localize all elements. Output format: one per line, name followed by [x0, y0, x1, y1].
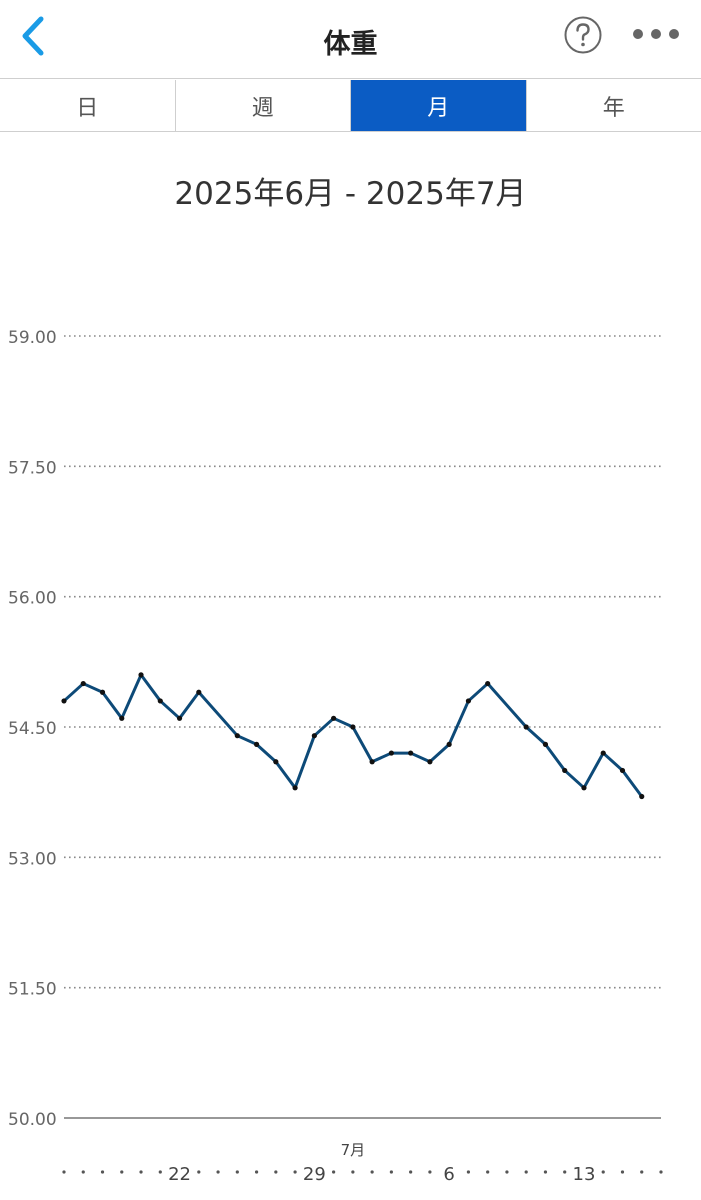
- month-label: 7月: [341, 1141, 366, 1159]
- tab-day[interactable]: 日: [0, 80, 176, 131]
- data-point: [542, 741, 549, 747]
- x-tick-dot: [659, 1170, 663, 1174]
- help-button[interactable]: [563, 15, 603, 55]
- x-tick-dot: [409, 1170, 413, 1174]
- y-tick-label: 57.50: [8, 458, 57, 478]
- back-button[interactable]: [14, 14, 54, 58]
- data-point: [562, 767, 568, 774]
- x-tick-dot: [216, 1170, 220, 1174]
- x-tick-dot: [274, 1170, 278, 1174]
- data-point: [119, 715, 125, 721]
- x-tick-dot: [524, 1170, 528, 1174]
- x-tick-dot: [139, 1170, 143, 1174]
- weight-line-chart: 59.00 57.50 56.00 54.50 53.00 51.50 50.00 22 29 6…: [8, 328, 663, 1185]
- x-tick-dot: [120, 1170, 124, 1174]
- x-tick-dot: [620, 1170, 625, 1174]
- y-tick-label: 59.00: [8, 328, 57, 348]
- x-tick-label: 6: [443, 1164, 454, 1185]
- data-point: [311, 733, 317, 739]
- chevron-left-icon: [22, 16, 44, 56]
- x-tick-dot: [100, 1170, 105, 1174]
- x-tick-dot: [601, 1170, 605, 1174]
- data-point: [273, 759, 279, 765]
- data-point: [581, 785, 587, 791]
- data-point: [196, 689, 202, 695]
- data-point: [350, 724, 356, 730]
- x-tick-label: 22: [168, 1164, 191, 1185]
- data-point: [331, 715, 337, 721]
- data-point: [176, 715, 183, 721]
- more-button[interactable]: [630, 24, 682, 44]
- x-tick-dot: [640, 1170, 644, 1174]
- data-point: [388, 750, 394, 756]
- x-tick-dot: [81, 1170, 85, 1174]
- data-point: [234, 733, 240, 739]
- x-tick-label: 29: [303, 1164, 326, 1185]
- y-tick-label: 54.50: [8, 719, 57, 739]
- x-tick-dot: [62, 1170, 66, 1174]
- data-point: [253, 741, 260, 747]
- x-tick-dot: [505, 1170, 509, 1174]
- x-tick-dot: [389, 1170, 393, 1174]
- x-tick-dot: [370, 1170, 374, 1174]
- y-tick-label: 51.50: [8, 980, 57, 1000]
- app-header: 体重: [0, 0, 701, 79]
- x-tick-dot: [293, 1170, 297, 1174]
- data-point: [639, 793, 645, 800]
- x-tick-dot: [235, 1170, 239, 1174]
- data-point: [61, 698, 67, 704]
- y-tick-label: 50.00: [8, 1110, 57, 1130]
- page-title: 体重: [323, 29, 378, 60]
- data-point: [619, 767, 626, 774]
- x-tick-dot: [466, 1170, 471, 1174]
- tab-month[interactable]: 月: [351, 80, 527, 131]
- y-tick-label: 53.00: [8, 849, 57, 869]
- x-tick-dot: [563, 1170, 567, 1174]
- x-tick-dot: [197, 1170, 201, 1174]
- y-tick-label: 56.00: [8, 589, 57, 609]
- data-point: [99, 689, 106, 695]
- help-circle-icon: [564, 16, 602, 54]
- date-range-label: 2025年6月 - 2025年7月: [174, 176, 527, 212]
- data-point: [408, 750, 414, 756]
- x-tick-dot: [428, 1170, 432, 1174]
- x-tick-dot: [332, 1170, 336, 1174]
- x-tick-dot: [254, 1170, 259, 1174]
- x-tick-dot: [351, 1170, 355, 1174]
- data-point: [369, 759, 375, 765]
- data-point: [446, 741, 452, 747]
- data-point: [485, 680, 491, 687]
- x-tick-dot: [543, 1170, 548, 1174]
- data-point: [523, 724, 529, 730]
- x-tick-dot: [486, 1170, 490, 1174]
- data-point: [138, 672, 144, 678]
- data-point: [427, 759, 433, 765]
- data-point: [292, 785, 298, 791]
- x-tick-label: 13: [573, 1164, 596, 1185]
- data-point: [157, 698, 163, 704]
- more-horizontal-icon: [633, 29, 679, 39]
- x-tick-dot: [158, 1170, 162, 1174]
- data-point: [80, 680, 86, 687]
- data-point: [465, 698, 472, 704]
- tab-year[interactable]: 年: [602, 95, 625, 121]
- data-point: [600, 750, 606, 756]
- period-tabs: 日 週 月 年: [0, 80, 701, 132]
- tab-week[interactable]: 週: [176, 80, 351, 131]
- weight-series-line: [62, 673, 644, 799]
